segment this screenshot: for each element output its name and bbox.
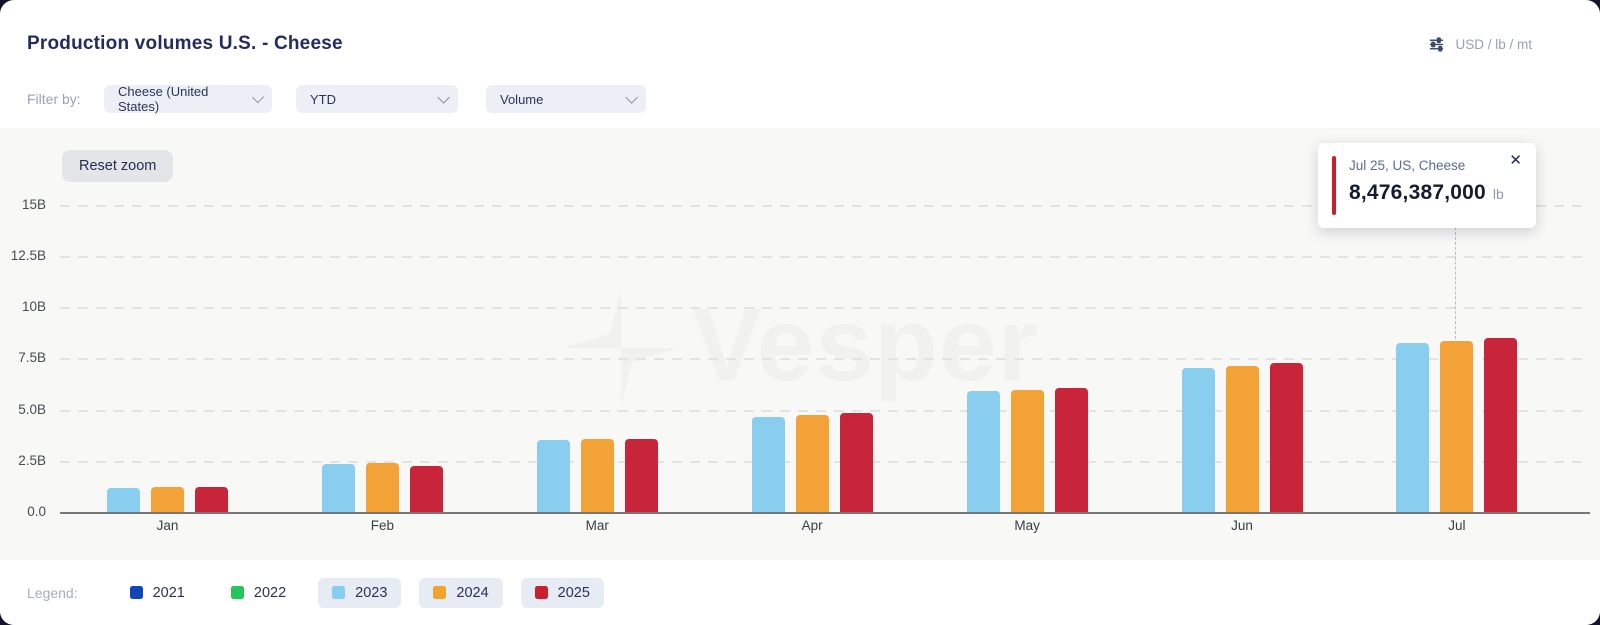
x-axis-tick-label: Jun	[1231, 518, 1253, 533]
bar-2024-apr[interactable]	[795, 415, 829, 512]
tooltip-title: Jul 25, US, Cheese	[1349, 158, 1466, 173]
tooltip-connector-line	[1455, 227, 1456, 339]
legend-swatch-2025	[534, 586, 548, 599]
page-title: Production volumes U.S. - Cheese	[27, 33, 343, 54]
bar-2025-jun[interactable]	[1269, 363, 1303, 512]
product-dropdown[interactable]: Cheese (United States)	[104, 84, 272, 114]
legend-item-2023[interactable]: 2023	[318, 577, 402, 608]
chevron-down-icon	[437, 90, 450, 104]
legend-swatch-2022	[230, 586, 244, 599]
legend-item-2022[interactable]: 2022	[217, 578, 300, 608]
unit-selector-label: USD / lb / mt	[1455, 37, 1532, 52]
y-axis-tick-label: 15B	[21, 196, 46, 212]
bar-2024-jun[interactable]	[1225, 366, 1259, 512]
unit-selector[interactable]: USD / lb / mt	[1428, 36, 1532, 53]
tooltip-value: 8,476,387,000	[1349, 181, 1486, 204]
reset-zoom-button[interactable]: Reset zoom	[62, 150, 174, 182]
legend-swatch-2023	[332, 586, 346, 599]
legend-swatch-2021	[129, 586, 143, 599]
legend-year-label: 2023	[355, 584, 388, 601]
tooltip-unit: lb	[1492, 186, 1504, 202]
x-axis-tick-label: Apr	[801, 518, 823, 533]
bar-2023-apr[interactable]	[751, 417, 785, 512]
y-gridline	[60, 409, 1590, 412]
x-axis-tick-label: Feb	[370, 518, 395, 533]
bar-2025-apr[interactable]	[839, 413, 873, 512]
y-axis-tick-label: 7.5B	[18, 350, 46, 366]
close-icon[interactable]: ✕	[1509, 152, 1522, 169]
legend-year-label: 2022	[253, 584, 287, 601]
chart-tooltip: Jul 25, US, Cheese 8,476,387,000 lb ✕	[1318, 143, 1536, 228]
y-gridline	[60, 358, 1590, 361]
metric-dropdown[interactable]: Volume	[486, 85, 646, 113]
y-axis-tick-label: 10B	[21, 299, 46, 314]
bar-2023-mar[interactable]	[536, 440, 570, 512]
y-axis-tick-label: 0.0	[27, 504, 46, 519]
chevron-down-icon	[251, 90, 265, 104]
product-dropdown-value: Cheese (United States)	[118, 84, 209, 114]
bar-2025-jan[interactable]	[195, 487, 228, 512]
legend-year-label: 2025	[557, 584, 590, 601]
legend-item-2025[interactable]: 2025	[520, 577, 604, 608]
legend-year-label: 2021	[152, 584, 185, 601]
y-gridline	[60, 307, 1590, 309]
bar-2023-may[interactable]	[966, 391, 1000, 512]
y-axis-tick-label: 5.0B	[18, 401, 46, 417]
legend-item-2024[interactable]: 2024	[419, 577, 503, 608]
bar-2024-mar[interactable]	[580, 439, 614, 512]
chart-plot[interactable]: Vesper Reset zoom 15B 12.5B 10B 7.5B 5.0B 2.5…	[0, 128, 1600, 560]
legend-year-label: 2024	[456, 584, 489, 601]
legend-swatch-2024	[433, 586, 447, 599]
bar-2024-may[interactable]	[1010, 390, 1044, 512]
bar-2024-feb[interactable]	[365, 463, 399, 512]
legend-row: Legend: 2021 2022 2023 2024 2025	[0, 560, 1600, 625]
period-dropdown[interactable]: YTD	[296, 85, 458, 113]
period-dropdown-value: YTD	[310, 91, 336, 107]
y-gridline	[60, 204, 1590, 207]
bar-2023-jun[interactable]	[1181, 368, 1215, 512]
vesper-watermark-text: Vesper	[692, 287, 1040, 403]
sliders-icon	[1430, 37, 1444, 52]
legend-label: Legend:	[27, 584, 78, 601]
y-axis-tick-label: 2.5B	[18, 452, 46, 468]
bar-2023-jan[interactable]	[107, 488, 140, 512]
filter-by-label: Filter by:	[27, 91, 81, 107]
y-axis-tick-label: 12.5B	[10, 247, 46, 263]
x-axis-tick-label: May	[1014, 518, 1040, 533]
x-axis-tick-label: Mar	[585, 518, 609, 533]
x-axis-tick-label: Jan	[156, 518, 179, 533]
bar-2024-jan[interactable]	[151, 487, 184, 512]
tooltip-accent-bar	[1332, 156, 1336, 215]
vesper-logo-watermark	[563, 290, 679, 406]
bar-2023-jul[interactable]	[1396, 343, 1430, 512]
bar-2025-may[interactable]	[1054, 388, 1088, 512]
legend-item-2021[interactable]: 2021	[116, 578, 199, 608]
bar-2025-feb[interactable]	[409, 466, 443, 512]
y-gridline	[60, 255, 1590, 258]
bar-2025-jul[interactable]	[1484, 338, 1518, 512]
bar-2025-mar[interactable]	[624, 439, 658, 512]
bar-2023-feb[interactable]	[321, 464, 355, 512]
x-axis-tick-label: Jul	[1448, 518, 1466, 533]
x-axis-line	[60, 512, 1590, 514]
metric-dropdown-value: Volume	[500, 91, 544, 107]
chevron-down-icon	[625, 90, 638, 104]
bar-2024-jul[interactable]	[1440, 341, 1474, 512]
